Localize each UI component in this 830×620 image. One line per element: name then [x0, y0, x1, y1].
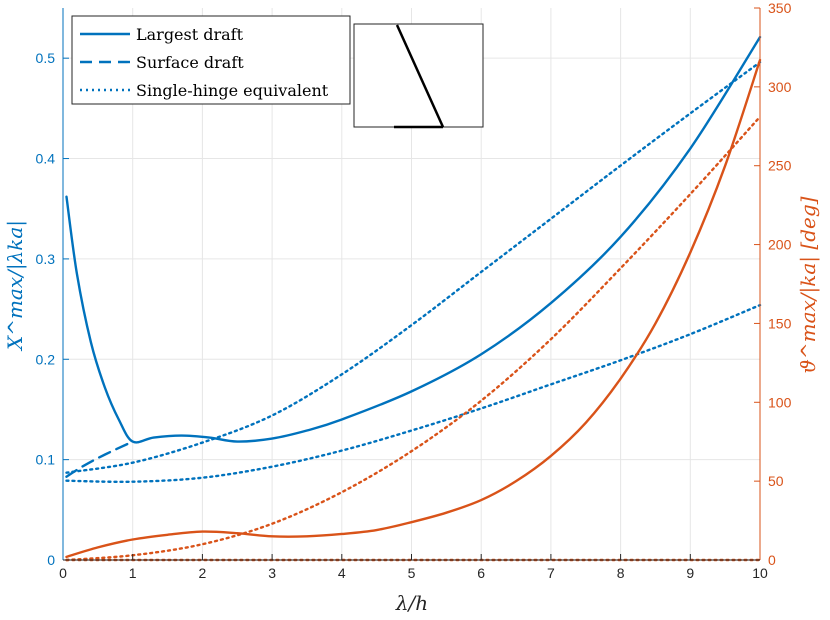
x-tick-label: 7 [547, 565, 555, 581]
series-line-left-dotted [65, 61, 762, 474]
right-y-tick-label: 200 [768, 237, 792, 253]
inset-geometry-sketch [353, 23, 484, 129]
legend-label-single-hinge: Single-hinge equivalent [136, 81, 329, 100]
series-line-left-solid [65, 35, 762, 444]
x-axis-label: λ/h [395, 591, 428, 615]
x-tick-label: 4 [338, 565, 346, 581]
series-line-left-dashed [65, 440, 134, 478]
left-y-tick-label: 0.4 [36, 151, 56, 167]
right-y-tick-label: 50 [768, 473, 784, 489]
axes [62, 7, 761, 561]
inset-hinged-plate [395, 24, 445, 128]
x-tick-label: 5 [408, 565, 416, 581]
series-line-right-dotted [65, 115, 762, 562]
series-line-right-solid [65, 58, 762, 559]
right-y-tick-label: 300 [768, 79, 792, 95]
legend-label-surface-draft: Surface draft [136, 53, 244, 72]
right-y-tick-label: 250 [768, 158, 792, 174]
right-y-axis-label: ϑ^max/|ka| [deg] [796, 196, 821, 373]
legend: Largest draft Surface draft Single-hinge… [71, 15, 351, 105]
series-line-left-dotted [65, 303, 762, 484]
left-y-tick-label: 0.2 [36, 351, 56, 367]
x-tick-label: 8 [617, 565, 625, 581]
left-y-tick-label: 0.1 [36, 452, 56, 468]
x-tick-label: 9 [686, 565, 694, 581]
x-tick-label: 1 [129, 565, 137, 581]
x-tick-label: 2 [199, 565, 207, 581]
x-tick-label: 0 [59, 565, 67, 581]
left-y-tick-label: 0.3 [36, 251, 56, 267]
legend-box [71, 15, 351, 105]
x-tick-label: 6 [477, 565, 485, 581]
left-y-tick-label: 0.5 [36, 50, 56, 66]
left-y-axis-label: X^max/|λka| [3, 220, 28, 352]
x-tick-label: 10 [752, 565, 768, 581]
right-y-tick-label: 150 [768, 315, 792, 331]
right-y-tick-label: 0 [768, 552, 776, 568]
tick-labels: 0 1 2 3 4 5 6 7 8 9 1000.10.20.30.40.5050100150200… [36, 0, 792, 581]
legend-label-largest-draft: Largest draft [136, 25, 244, 44]
x-tick-label: 3 [268, 565, 276, 581]
right-y-tick-label: 350 [768, 0, 792, 16]
right-y-tick-label: 100 [768, 394, 792, 410]
left-y-tick-label: 0 [47, 552, 55, 568]
